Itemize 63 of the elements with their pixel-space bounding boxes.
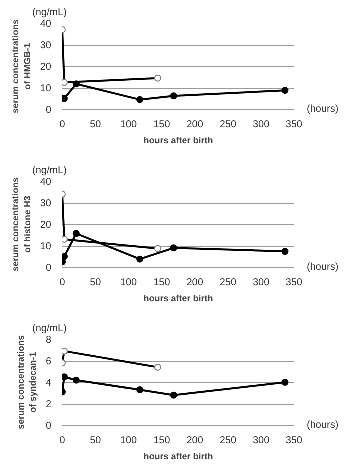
x-tick-label: 50: [90, 436, 102, 446]
x-tick-label: 350: [286, 436, 303, 446]
point: [136, 386, 144, 394]
x-tick-label: 250: [220, 278, 237, 288]
point: [170, 92, 178, 100]
point: [170, 392, 178, 399]
x-tick-label: 300: [253, 436, 270, 446]
y-axis-title: serum concentrations of HMGB-1: [10, 19, 32, 114]
y-axis-title: serum concentrations of syndecan-1: [16, 335, 38, 430]
x-tick-label: 250: [220, 436, 237, 446]
text: (ng/mL): [32, 166, 67, 176]
y-tick-label: 20: [40, 220, 52, 231]
x-tick-label: 0: [60, 120, 66, 130]
x-tick-label: 50: [90, 278, 102, 288]
y-tick-label: 2: [46, 400, 52, 410]
text: (ng/mL): [32, 324, 67, 334]
x-tick-label: 200: [186, 120, 204, 130]
x-tick-label: 150: [154, 278, 171, 288]
y-tick-label: 40: [40, 177, 52, 188]
x-tick-label: 100: [120, 278, 138, 288]
point: [72, 80, 80, 88]
y-tick-label: 10: [40, 84, 52, 94]
x-tick-label: 100: [120, 436, 138, 446]
point: [170, 244, 178, 252]
text: (hours): [307, 261, 339, 275]
y-axis-title: serum concentrations of histone H3: [10, 177, 32, 272]
x-tick-label: 300: [253, 278, 270, 288]
text: (hours): [307, 103, 339, 117]
x-tick-label: 300: [253, 120, 270, 130]
point: [136, 256, 144, 263]
x-tick-label: 150: [154, 120, 171, 130]
x-axis-title: hours after birth: [144, 452, 214, 462]
point: [282, 248, 289, 256]
x-tick-label: 100: [120, 120, 138, 130]
x-tick-label: 250: [220, 120, 237, 130]
point: [282, 379, 289, 386]
y-tick-label: 20: [40, 62, 52, 73]
text: (hours): [307, 419, 339, 433]
point: [136, 96, 144, 104]
y-tick-label: 30: [40, 198, 52, 210]
y-tick-label: 10: [40, 242, 52, 252]
point: [72, 230, 80, 238]
point: [282, 87, 289, 94]
y-tick-label: 30: [40, 40, 52, 52]
x-tick-label: 200: [186, 436, 204, 446]
x-tick-label: 350: [286, 120, 303, 130]
y-tick-label: 4: [46, 378, 52, 389]
y-tick-label: 0: [46, 105, 52, 116]
x-axis-title: hours after birth: [144, 136, 214, 146]
y-tick-label: 0: [46, 421, 52, 432]
x-tick-label: 50: [90, 120, 102, 130]
x-tick-label: 350: [286, 278, 303, 288]
x-tick-label: 0: [60, 278, 66, 288]
y-tick-label: 40: [40, 19, 52, 30]
y-tick-label: 6: [46, 356, 52, 368]
x-tick-label: 0: [60, 436, 66, 446]
point: [72, 376, 80, 384]
x-axis-title: hours after birth: [144, 294, 214, 304]
text: (ng/mL): [32, 8, 67, 18]
x-tick-label: 150: [154, 436, 171, 446]
x-tick-label: 200: [186, 278, 204, 288]
y-tick-label: 8: [46, 335, 52, 346]
y-tick-label: 0: [46, 263, 52, 274]
